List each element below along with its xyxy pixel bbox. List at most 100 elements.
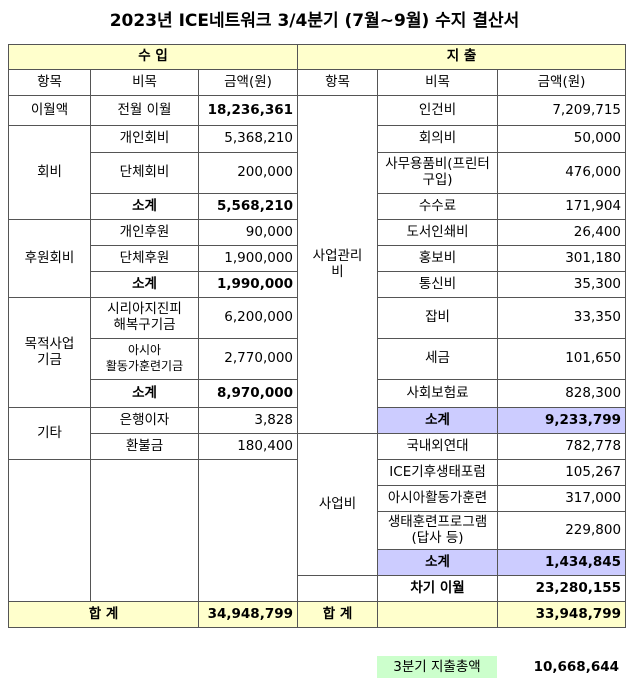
expense-amount: 35,300 — [497, 271, 627, 298]
blank — [377, 601, 499, 628]
column-header: 금액(원) — [197, 69, 299, 96]
expense-name: 국내외연대 — [377, 433, 499, 460]
expense-name: 수수료 — [377, 193, 499, 220]
summary-label: 3분기 지출총액 — [377, 656, 497, 678]
income-amount: 1,990,000 — [197, 271, 299, 298]
column-header: 금액(원) — [497, 69, 627, 96]
row: 소계 1,434,845 — [9, 549, 627, 576]
blank — [197, 459, 299, 602]
expense-amount: 9,233,799 — [497, 407, 627, 434]
expense-amount: 105,267 — [497, 459, 627, 486]
blank — [297, 575, 379, 602]
row: 항목 비목 금액(원) 항목 비목 금액(원) — [8, 69, 627, 96]
expense-name: 홍보비 — [377, 245, 499, 272]
income-name: 아시아 활동가훈련기금 — [90, 338, 199, 380]
row: 아시아활동가훈련 317,000 — [9, 485, 627, 512]
expense-name: 도서인쇄비 — [377, 219, 499, 246]
income-name: 소계 — [90, 379, 199, 408]
expense-name: 세금 — [377, 338, 499, 380]
column-header: 항목 — [297, 69, 379, 96]
expense-name: 통신비 — [377, 271, 499, 298]
expense-amount: 782,778 — [497, 433, 627, 460]
expense-amount: 301,180 — [497, 245, 627, 272]
expense-amount: 828,300 — [497, 379, 627, 408]
income-name: 은행이자 — [90, 407, 199, 434]
expense-name: 잡비 — [377, 297, 499, 339]
expense-amount: 33,350 — [497, 297, 627, 339]
expense-amount: 7,209,715 — [497, 95, 627, 126]
income-amount: 8,970,000 — [197, 379, 299, 408]
income-amount: 5,568,210 — [197, 193, 299, 220]
income-amount: 18,236,361 — [197, 95, 299, 126]
expense-group: 사업비 — [297, 433, 379, 576]
row: 소계 1,990,000 통신비 35,300 — [9, 271, 627, 298]
income-name-text: 시리아지진피해복구기금 — [107, 301, 182, 333]
income-amount: 1,900,000 — [197, 245, 299, 272]
row: 합 계 34,948,799 합 계 33,948,799 — [8, 601, 627, 628]
income-group: 기타 — [8, 407, 91, 460]
blank — [90, 459, 199, 602]
income-name: 전월 이월 — [90, 95, 199, 126]
income-name: 단체후원 — [90, 245, 199, 272]
expense-group: 사업관리비 — [297, 95, 379, 434]
income-amount: 5,368,210 — [197, 125, 299, 153]
row: 후원회비 개인후원 90,000 도서인쇄비 26,400 — [8, 219, 627, 298]
row: 회비 개인회비 5,368,210 회의비 50,000 — [8, 125, 627, 220]
income-header: 수 입 — [7, 44, 299, 70]
expense-name: 생태훈련프로그램 (답사 등) — [377, 511, 499, 550]
income-name: 소계 — [90, 193, 199, 220]
income-amount: 200,000 — [197, 152, 299, 194]
income-name: 개인회비 — [90, 125, 199, 153]
summary-amount: 10,668,644 — [533, 659, 619, 675]
expense-name: 인건비 — [377, 95, 499, 126]
column-header: 비목 — [377, 69, 499, 96]
income-total-label: 합 계 — [8, 601, 199, 628]
expense-total-label: 합 계 — [297, 601, 379, 628]
expense-header: 지 출 — [297, 44, 627, 70]
expense-name: 아시아활동가훈련 — [377, 485, 499, 512]
income-amount: 180,400 — [197, 433, 299, 460]
expense-name: 소계 — [377, 549, 499, 576]
row: 아시아 활동가훈련기금 2,770,000 세금 101,650 — [9, 338, 627, 380]
expense-name: ICE기후생태포럼 — [377, 459, 499, 486]
income-total-amount: 34,948,799 — [197, 601, 299, 628]
row: 목적사업 기금 시리아지진피해복구기금 6,200,000 잡비 33,350 — [8, 297, 627, 408]
income-group: 후원회비 — [8, 219, 91, 298]
income-group: 이월액 — [8, 95, 91, 126]
income-name: 단체회비 — [90, 152, 199, 194]
expense-total-amount: 33,948,799 — [497, 601, 627, 628]
income-amount: 2,770,000 — [197, 338, 299, 380]
income-group: 회비 — [8, 125, 91, 220]
row: 단체후원 1,900,000 홍보비 301,180 — [9, 245, 627, 272]
expense-name: 회의비 — [377, 125, 499, 153]
expense-amount: 171,904 — [497, 193, 627, 220]
income-amount: 90,000 — [197, 219, 299, 246]
expense-name: 사회보험료 — [377, 379, 499, 408]
row: 환불금 180,400 사업비 국내외연대 782,778 — [9, 433, 627, 576]
income-name: 환불금 — [90, 433, 199, 460]
income-name: 개인후원 — [90, 219, 199, 246]
expense-name: 사무용품비(프린터 구입) — [377, 152, 499, 194]
expense-amount: 101,650 — [497, 338, 627, 380]
income-name-text: 아시아 활동가훈련기금 — [105, 343, 184, 373]
carry-amount: 23,280,155 — [497, 575, 627, 602]
income-amount: 6,200,000 — [197, 297, 299, 339]
income-amount: 3,828 — [197, 407, 299, 434]
income-group-text: 목적사업 기금 — [24, 335, 75, 368]
expense-amount: 50,000 — [497, 125, 627, 153]
row: 차기 이월 23,280,155 — [9, 575, 627, 602]
expense-amount: 317,000 — [497, 485, 627, 512]
income-group: 목적사업 기금 — [8, 297, 91, 408]
row: 소계 8,970,000 사회보험료 828,300 — [9, 379, 627, 408]
expense-amount: 26,400 — [497, 219, 627, 246]
summary: 3분기 지출총액 10,668,644 — [377, 656, 625, 678]
expense-name: 소계 — [377, 407, 499, 434]
expense-amount: 1,434,845 — [497, 549, 627, 576]
row: 이월액 전월 이월 18,236,361 사업관리비 인건비 7,209,715 — [8, 95, 627, 434]
expense-group-text: 사업관리비 — [312, 247, 363, 280]
row: ICE기후생태포럼 105,267 — [8, 459, 627, 602]
expense-amount: 476,000 — [497, 152, 627, 194]
title: 2023년 ICE네트워크 3/4분기 (7월~9월) 수지 결산서 — [109, 11, 520, 31]
